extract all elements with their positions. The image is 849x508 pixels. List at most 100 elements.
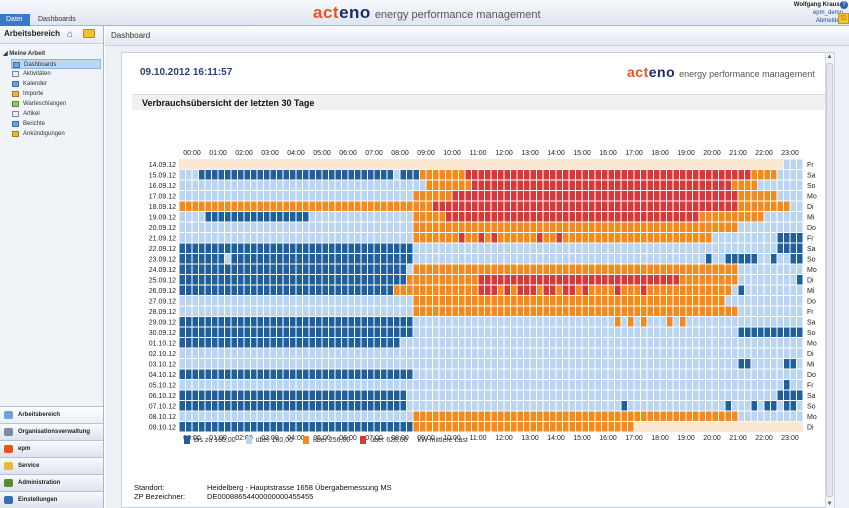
heatmap-cell	[426, 191, 432, 201]
heatmap-cell	[686, 275, 692, 285]
heatmap-cell	[680, 338, 686, 348]
heatmap-cell	[589, 422, 595, 432]
heatmap-cell	[192, 369, 198, 379]
nav-item-kalender[interactable]: Kalender	[11, 79, 103, 89]
heatmap-cell	[667, 233, 673, 243]
nav-item-warteschlangen[interactable]: Warteschlangen	[11, 99, 103, 109]
area-epm-button[interactable]: epm	[0, 440, 103, 457]
scroll-up-icon[interactable]: ▲	[826, 54, 833, 60]
heatmap-cell	[504, 380, 510, 390]
area-einstellungen-button[interactable]: Einstellungen	[0, 491, 103, 508]
heatmap-cell	[218, 306, 224, 316]
report-logo-part-a: act	[627, 64, 649, 80]
heatmap-cell	[758, 296, 764, 306]
user-account-link[interactable]: epm_demo	[812, 10, 843, 16]
nav-item-dashboards[interactable]: Dashboards	[11, 59, 101, 69]
heatmap-cell	[777, 222, 783, 232]
scroll-thumb[interactable]	[826, 63, 833, 497]
heatmap-cell	[394, 275, 400, 285]
heatmap-cell	[556, 243, 562, 253]
heatmap-cell	[738, 243, 744, 253]
heatmap-cell	[420, 327, 426, 337]
heatmap-cell	[563, 233, 569, 243]
heatmap-cell	[634, 296, 640, 306]
heatmap-cell	[342, 233, 348, 243]
heatmap-cell	[218, 348, 224, 358]
nav-item-artikel[interactable]: Artikel	[11, 109, 103, 119]
heatmap-cell	[764, 327, 770, 337]
heatmap-cell	[764, 317, 770, 327]
heatmap-cell	[199, 243, 205, 253]
nav-item-ankuendigungen[interactable]: Ankündigungen	[11, 129, 103, 139]
vertical-scrollbar[interactable]: ▲ ▼	[825, 53, 834, 508]
heatmap-cell	[569, 338, 575, 348]
weekday-label: Mo	[807, 414, 817, 421]
heatmap-cell	[231, 201, 237, 211]
heatmap-cell	[758, 243, 764, 253]
nav-item-importe[interactable]: Importe	[11, 89, 103, 99]
heatmap-cell	[771, 254, 777, 264]
area-organisationsverwaltung-button[interactable]: Organisationsverwaltung	[0, 423, 103, 440]
heatmap-cell	[225, 380, 231, 390]
heatmap-cell	[361, 327, 367, 337]
heatmap-cell	[524, 201, 530, 211]
heatmap-cell	[758, 369, 764, 379]
heatmap-cell	[381, 275, 387, 285]
heatmap-cell	[426, 201, 432, 211]
area-arbeitsbereich-button[interactable]: Arbeitsbereich	[0, 406, 103, 423]
heatmap-cell	[660, 327, 666, 337]
heatmap-cell	[543, 338, 549, 348]
heatmap-cell	[316, 275, 322, 285]
heatmap-cell	[186, 254, 192, 264]
heatmap-cell	[387, 180, 393, 190]
heatmap-cell	[355, 422, 361, 432]
heatmap-cell	[244, 264, 250, 274]
section-my-work[interactable]: ◢ Meine Arbeit	[3, 51, 46, 57]
nav-item-aktivitaeten[interactable]: Aktivitäten	[11, 69, 103, 79]
heatmap-cell	[342, 170, 348, 180]
heatmap-cell	[186, 317, 192, 327]
dashboard-content[interactable]: 09.10.2012 16:11:57 acteno energy perform…	[121, 52, 835, 508]
heatmap-cell	[179, 327, 185, 337]
heatmap-cell	[465, 390, 471, 400]
heatmap-cell	[608, 327, 614, 337]
heatmap-cell	[517, 380, 523, 390]
heatmap-cell	[348, 233, 354, 243]
heatmap-cell	[758, 338, 764, 348]
heatmap-cell	[569, 296, 575, 306]
area-administration-button[interactable]: Administration	[0, 474, 103, 491]
tab-datei[interactable]: Datei	[0, 14, 30, 26]
heatmap-cell	[686, 317, 692, 327]
heatmap-cell	[322, 296, 328, 306]
heatmap-cell	[472, 327, 478, 337]
heatmap-cell	[569, 201, 575, 211]
heatmap-cell	[251, 275, 257, 285]
nav-item-berichte[interactable]: Berichte	[11, 119, 103, 129]
logout-icon[interactable]: ⎋	[838, 13, 849, 24]
logout-link[interactable]: Abmelden	[815, 18, 843, 24]
heatmap-cell	[329, 411, 335, 421]
heatmap-cell	[335, 233, 341, 243]
tab-dashboards[interactable]: Dashboards	[38, 16, 76, 23]
heatmap-empty-cell	[517, 159, 524, 170]
heatmap-cell	[238, 264, 244, 274]
heatmap-cell	[732, 359, 738, 369]
folder-icon[interactable]	[83, 29, 95, 38]
heatmap-cell	[751, 327, 757, 337]
heatmap-cell	[784, 327, 790, 337]
heatmap-cell	[381, 201, 387, 211]
heatmap-cell	[238, 243, 244, 253]
heatmap-cell	[407, 306, 413, 316]
help-icon[interactable]: ?	[840, 1, 848, 9]
heatmap-cell	[316, 369, 322, 379]
heatmap-cell	[251, 233, 257, 243]
heatmap-cell	[530, 275, 536, 285]
home-icon[interactable]: ⌂	[67, 29, 74, 40]
heatmap-cell	[595, 390, 601, 400]
scroll-down-icon[interactable]: ▼	[826, 501, 833, 507]
area-service-button[interactable]: Service	[0, 457, 103, 474]
heatmap-cell	[693, 285, 699, 295]
heatmap-empty-cell	[387, 159, 394, 170]
heatmap-cell	[264, 243, 270, 253]
hour-tick-label-bottom: 06:00	[339, 435, 357, 442]
